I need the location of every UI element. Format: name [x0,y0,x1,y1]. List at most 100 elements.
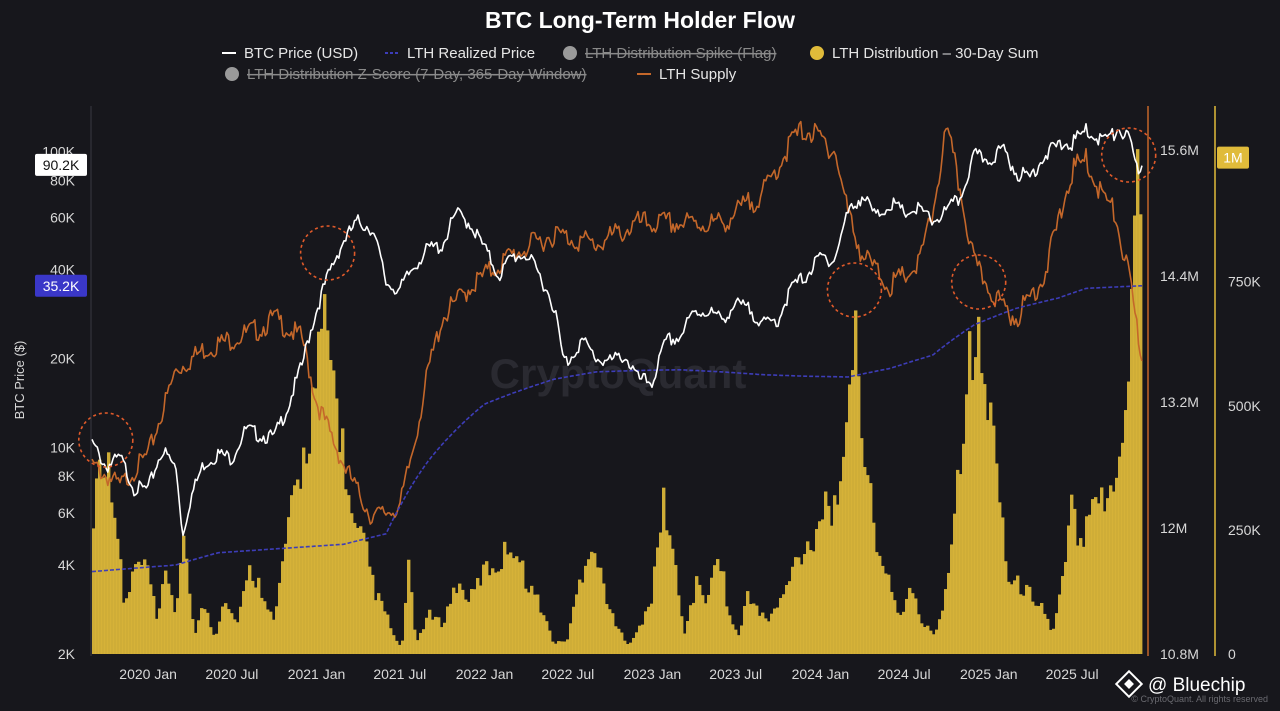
lth-realized-price-line [91,285,1142,573]
distribution-bar [779,597,783,654]
distribution-bar [860,438,864,654]
distribution-bar [743,605,747,654]
distribution-bar [419,632,423,654]
distribution-bar [476,578,480,654]
distribution-bar [404,602,408,654]
distribution-bar [626,644,630,654]
distribution-bar [725,606,729,654]
distribution-bar [116,538,120,654]
distribution-bar [692,602,696,654]
distribution-bar [662,487,666,654]
legend-item[interactable]: LTH Distribution – 30-Day Sum [810,45,1038,62]
y-axis-label: BTC Price ($) [12,341,27,420]
distribution-bar [926,625,930,654]
distribution-bar [176,598,180,654]
distribution-bar [1046,618,1050,654]
distribution-bar [107,452,111,654]
distribution-bar [809,550,813,654]
highlight-circle [826,262,883,318]
distribution-bar [188,593,192,654]
distribution-bar [1088,514,1092,654]
supply-tick-label: 13.2M [1160,394,1199,410]
distribution-bar [593,553,597,654]
distribution-bar [605,604,609,654]
legend-item[interactable]: LTH Supply [637,66,737,83]
distribution-bar [548,630,552,654]
distribution-bar [527,592,531,654]
distribution-bar [806,541,810,654]
distribution-bar [839,481,843,654]
distribution-bar [1139,214,1143,655]
distribution-bar [818,521,822,654]
distribution-bar [587,559,591,654]
distribution-bar [245,580,249,654]
distribution-bar [581,582,585,654]
legend-item[interactable]: LTH Distribution Z-Score (7-Day, 365-Day… [225,66,587,83]
distribution-bar [881,565,885,654]
distribution-bar [383,611,387,654]
distribution-bar [878,555,882,654]
price-tick-label: 60K [50,209,76,225]
distribution-bar [164,570,168,654]
distribution-bar [140,565,144,654]
legend-item[interactable]: LTH Distribution Spike (Flag) [563,45,776,62]
supply-tick-label: 10.8M [1160,646,1199,662]
distribution-bar [785,585,789,654]
distribution-bar [338,452,342,654]
distribution-bar [332,370,336,654]
distribution-tick-label: 500K [1228,398,1261,414]
distribution-bar [836,504,840,654]
distribution-bar [257,577,261,654]
distribution-bar [941,610,945,654]
axis-ticks: 2020 Jan 2020 Jul 2021 Jan 2021 Jul 2022 Jan… [42,142,1261,682]
distribution-bar [971,380,975,654]
realized-price-badge-bg [35,274,87,297]
distribution-bar [233,619,237,654]
distribution-bar [392,635,396,654]
distribution-bar [1004,561,1008,654]
distribution-bar [764,618,768,654]
distribution-bar [1034,605,1038,654]
x-tick-label: 2022 Jul [541,666,594,682]
legend-item[interactable]: BTC Price (USD) [222,45,358,62]
distribution-bar [953,513,957,654]
distribution-bar [866,475,870,654]
distribution-tick-label: 250K [1228,522,1261,538]
distribution-bar [623,640,627,654]
distribution-bar [491,568,495,654]
distribution-bar [1010,584,1014,654]
x-tick-label: 2020 Jan [119,666,177,682]
distribution-bar [857,376,861,654]
distribution-bar [215,633,219,654]
distribution-bar [797,557,801,654]
btc-price-line [91,123,1143,537]
legend-item[interactable]: LTH Realized Price [385,45,535,62]
distribution-bar [872,522,876,654]
distribution-bar [1022,595,1026,654]
distribution-bar [815,529,819,654]
distribution-bar [776,607,780,654]
price-tick-label: 4K [58,557,76,573]
distribution-bar [347,495,351,654]
distribution-bar [272,619,276,654]
distribution-bar [596,567,600,654]
distribution-bar [299,488,303,654]
distribution-bar [665,530,669,654]
distribution-bar [146,565,150,654]
distribution-bar [455,593,459,654]
distribution-bar [254,587,258,654]
distribution-bar [260,597,264,654]
distribution-bar [173,612,177,654]
price-value-badge: 90.2K [35,153,87,176]
distribution-bar [686,621,690,654]
distribution-bar [557,641,561,654]
distribution-bar [701,595,705,654]
distribution-bar [398,644,402,654]
distribution-bar [917,614,921,654]
distribution-bar [494,572,498,654]
distribution-bar [326,330,330,654]
distribution-bar [515,556,519,654]
distribution-bar [518,562,522,654]
distribution-bar [992,425,996,654]
